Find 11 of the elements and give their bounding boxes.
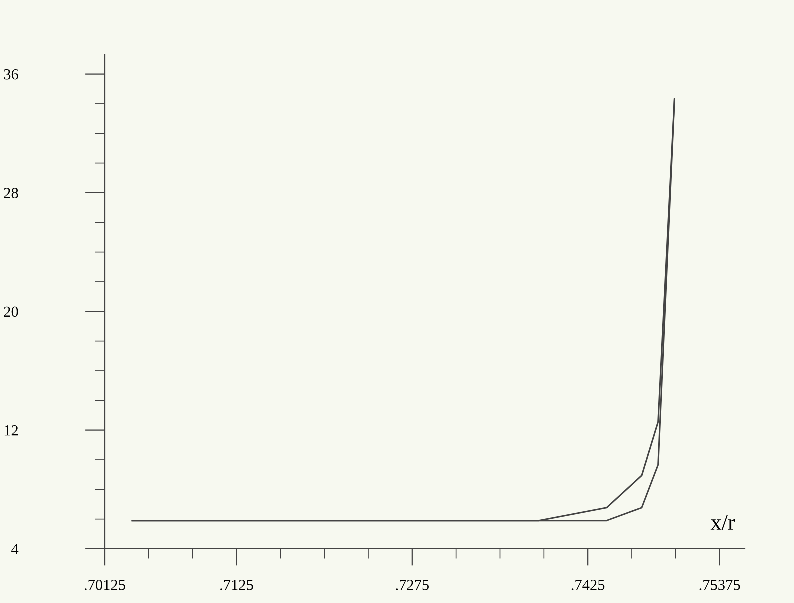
- x-tick-label: .75375: [700, 580, 740, 590]
- y-tick-label: 12: [4, 426, 18, 436]
- x-tick-label: .7275: [396, 580, 429, 590]
- x-axis-title: x/r: [710, 515, 736, 530]
- x-tick-label: .7125: [220, 580, 254, 590]
- y-tick-label: 28: [4, 188, 18, 198]
- x-tick-label: .7425: [572, 580, 605, 590]
- y-tick-label: 20: [4, 306, 18, 318]
- y-tick-label: 36: [4, 69, 18, 80]
- x-tick-label: .70125: [85, 580, 126, 590]
- y-tick-label: 4: [12, 544, 19, 554]
